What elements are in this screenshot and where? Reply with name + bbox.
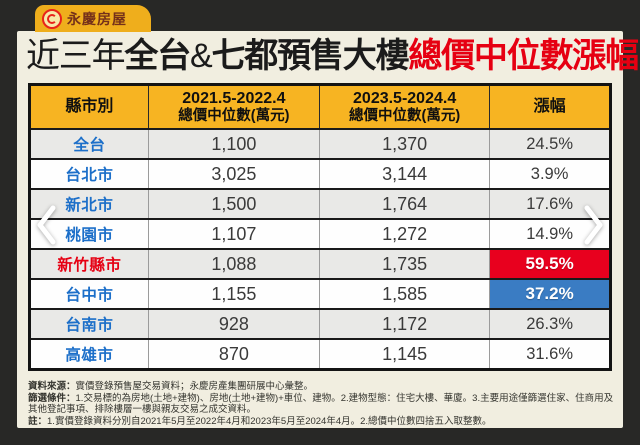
change-percent: 59.5% bbox=[489, 250, 609, 278]
yungching-circle-logo-icon bbox=[42, 8, 62, 29]
footnotes: 資料來源：實價登錄預售屋交易資料；永慶房產集團研展中心彙整。 篩選條件：1.交易… bbox=[28, 381, 614, 428]
table-row: 台中市 1,155 1,585 37.2% bbox=[31, 278, 609, 308]
city-name: 台中市 bbox=[65, 287, 114, 304]
city-name: 高雄市 bbox=[65, 347, 114, 364]
city-name: 桃園市 bbox=[65, 227, 114, 244]
note-source: 資料來源：實價登錄預售屋交易資料；永慶房產集團研展中心彙整。 bbox=[28, 381, 314, 392]
median-2023-value: 1,585 bbox=[319, 280, 489, 308]
note-remark: 註：1.實價登錄資料分別自2021年5月至2022年4月和2023年5月至202… bbox=[28, 416, 492, 428]
title-segment: 近三年 bbox=[26, 37, 126, 75]
median-2023-value: 1,145 bbox=[319, 340, 489, 368]
median-2023-value: 1,370 bbox=[319, 130, 489, 158]
page-title: 近三年全台&七都預售大樓總價中位數漲幅 bbox=[26, 36, 639, 76]
header-median-2021: 2021.5-2022.4 總價中位數(萬元) bbox=[147, 86, 319, 128]
change-percent: 17.6% bbox=[489, 190, 609, 218]
table-row: 全台 1,100 1,370 24.5% bbox=[31, 128, 609, 158]
table-row: 桃園市 1,107 1,272 14.9% bbox=[31, 218, 609, 248]
table-row: 新北市 1,500 1,764 17.6% bbox=[31, 188, 609, 218]
table-row: 新竹縣市 1,088 1,735 59.5% bbox=[31, 248, 609, 278]
median-2023-value: 1,172 bbox=[319, 310, 489, 338]
chevron-right-icon[interactable] bbox=[581, 203, 607, 247]
median-2021-value: 928 bbox=[147, 310, 319, 338]
table-row: 台南市 928 1,172 26.3% bbox=[31, 308, 609, 338]
table-header-row: 縣市別 2021.5-2022.4 總價中位數(萬元) 2023.5-2024.… bbox=[31, 86, 609, 128]
change-percent: 14.9% bbox=[489, 220, 609, 248]
change-percent: 3.9% bbox=[489, 160, 609, 188]
table-row: 台北市 3,025 3,144 3.9% bbox=[31, 158, 609, 188]
header-change: 漲幅 bbox=[489, 86, 609, 128]
median-2023-value: 1,272 bbox=[319, 220, 489, 248]
median-2021-value: 1,500 bbox=[147, 190, 319, 218]
title-segment: & bbox=[190, 37, 213, 75]
brand-tab: 永慶房屋 bbox=[35, 5, 151, 32]
median-2021-value: 870 bbox=[147, 340, 319, 368]
chevron-left-icon[interactable] bbox=[33, 203, 59, 247]
city-name: 新竹縣市 bbox=[57, 257, 122, 274]
city-name: 新北市 bbox=[65, 197, 114, 214]
city-name: 全台 bbox=[73, 137, 106, 154]
median-2021-value: 1,088 bbox=[147, 250, 319, 278]
change-percent: 26.3% bbox=[489, 310, 609, 338]
title-segment: 全台 bbox=[124, 37, 191, 75]
header-city: 縣市別 bbox=[65, 98, 114, 116]
change-percent: 37.2% bbox=[489, 280, 609, 308]
table-row: 高雄市 870 1,145 31.6% bbox=[31, 338, 609, 368]
median-2023-value: 1,764 bbox=[319, 190, 489, 218]
brand-name: 永慶房屋 bbox=[67, 10, 127, 27]
median-2023-value: 1,735 bbox=[319, 250, 489, 278]
price-median-table: 縣市別 2021.5-2022.4 總價中位數(萬元) 2023.5-2024.… bbox=[28, 83, 612, 371]
median-2021-value: 1,155 bbox=[147, 280, 319, 308]
city-name: 台北市 bbox=[65, 167, 114, 184]
title-segment: 總價中位數漲幅 bbox=[408, 37, 639, 75]
city-name: 台南市 bbox=[65, 317, 114, 334]
change-percent: 24.5% bbox=[489, 130, 609, 158]
median-2021-value: 1,107 bbox=[147, 220, 319, 248]
title-segment: 七都預售大樓 bbox=[211, 37, 410, 75]
median-2021-value: 3,025 bbox=[147, 160, 319, 188]
note-filter: 篩選條件：1.交易標的為房地(土地+建物)、房地(土地+建物)+車位、建物。2.… bbox=[28, 392, 614, 416]
median-2023-value: 3,144 bbox=[319, 160, 489, 188]
median-2021-value: 1,100 bbox=[147, 130, 319, 158]
change-percent: 31.6% bbox=[489, 340, 609, 368]
header-median-2023: 2023.5-2024.4 總價中位數(萬元) bbox=[319, 86, 489, 128]
table-body: 全台 1,100 1,370 24.5% 台北市 3,025 3,144 3.9… bbox=[31, 128, 609, 368]
